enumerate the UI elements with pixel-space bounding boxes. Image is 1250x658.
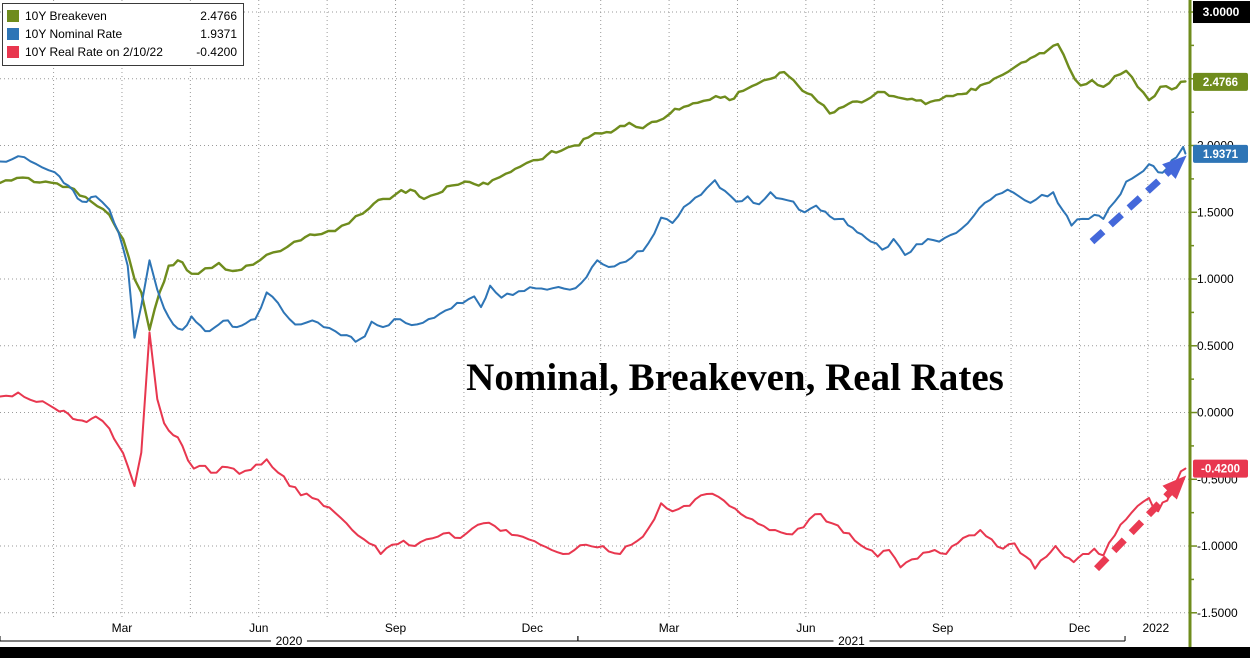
y-axis-label-3.0000: 3.0000	[1203, 5, 1240, 19]
year-bracket-2021: 2021	[577, 634, 1126, 648]
legend-item-breakeven: 10Y Breakeven 2.4766	[7, 7, 237, 25]
x-tick-Jun: Jun	[796, 621, 815, 635]
y-axis-label-1.0000: 1.0000	[1197, 272, 1234, 286]
y-axis-label--1.5000: -1.5000	[1197, 606, 1238, 620]
x-tick-Sep: Sep	[385, 621, 407, 635]
svg-text:2.4766: 2.4766	[1203, 77, 1238, 89]
legend-value: -0.4200	[196, 45, 237, 59]
svg-text:1.9371: 1.9371	[1203, 149, 1239, 161]
legend-label: 10Y Real Rate on 2/10/22	[25, 45, 163, 59]
x-tick-Mar: Mar	[659, 621, 680, 635]
gridlines	[0, 0, 1190, 620]
bottom-black-bar	[0, 647, 1250, 658]
series-line-10y-breakeven	[0, 42, 1187, 331]
legend-label: 10Y Breakeven	[25, 9, 107, 23]
nominal-color-swatch	[7, 28, 19, 40]
series-line-10y-nominal-rate	[0, 145, 1187, 343]
svg-text:2020: 2020	[276, 634, 303, 648]
last-value-chip-1.9371: 1.9371	[1193, 144, 1248, 163]
x-tick-Mar: Mar	[112, 621, 133, 635]
y-axis-label-0.5000: 0.5000	[1197, 339, 1234, 353]
y-axis-label--1.0000: -1.0000	[1197, 539, 1238, 553]
last-value-chip--0.4200: -0.4200	[1193, 459, 1248, 478]
last-value-chip-2.4766: 2.4766	[1193, 72, 1248, 91]
y-axis-label-0.0000: 0.0000	[1197, 406, 1234, 420]
y-axis-max-chip	[1193, 1, 1250, 24]
breakeven-color-swatch	[7, 10, 19, 22]
legend: 10Y Breakeven 2.4766 10Y Nominal Rate 1.…	[2, 3, 244, 66]
series-line-10y-real-rate	[0, 331, 1187, 570]
x-axis-labels: Mar Jun Sep Dec Mar Jun Sep Dec 2022	[112, 621, 1170, 635]
real-trend-arrow	[1094, 475, 1187, 572]
legend-item-real: 10Y Real Rate on 2/10/22 -0.4200	[7, 43, 237, 61]
svg-text:-0.4200: -0.4200	[1201, 464, 1240, 476]
x-tick-Dec: Dec	[1069, 621, 1090, 635]
x-tick-Sep: Sep	[932, 621, 954, 635]
right-axis	[1188, 0, 1197, 647]
real-color-swatch	[7, 46, 19, 58]
legend-value: 2.4766	[200, 9, 237, 23]
x-tick-2022: 2022	[1142, 621, 1169, 635]
nominal-trend-arrow	[1089, 155, 1187, 245]
chart-title: Nominal, Breakeven, Real Rates	[466, 356, 1004, 399]
legend-item-nominal: 10Y Nominal Rate 1.9371	[7, 25, 237, 43]
legend-label: 10Y Nominal Rate	[25, 27, 123, 41]
y-axis-label-1.5000: 1.5000	[1197, 205, 1234, 219]
x-tick-Dec: Dec	[522, 621, 543, 635]
year-bracket-2020: 2020	[0, 634, 579, 648]
x-tick-Jun: Jun	[249, 621, 268, 635]
svg-text:2021: 2021	[838, 634, 865, 648]
y-axis-labels: 3.00002.00001.50001.00000.50000.0000-0.5…	[1193, 1, 1250, 620]
legend-value: 1.9371	[200, 27, 237, 41]
